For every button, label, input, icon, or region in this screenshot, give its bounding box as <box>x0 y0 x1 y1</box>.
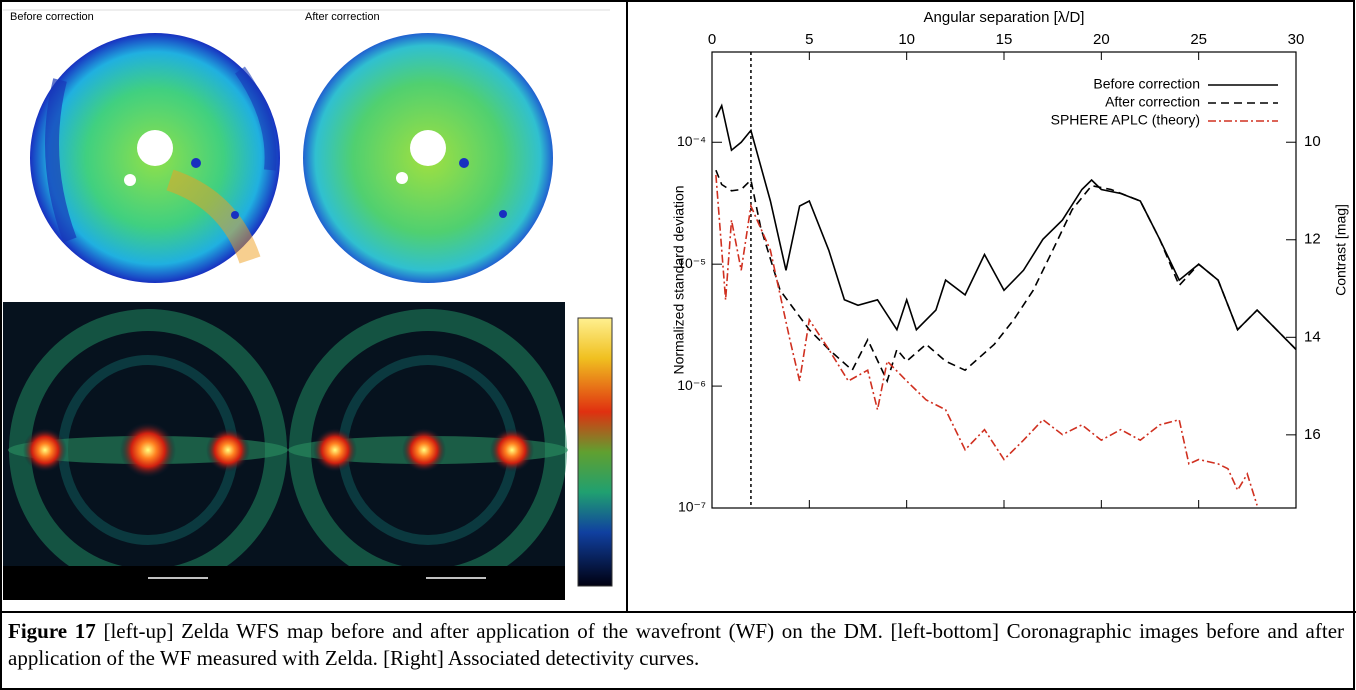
panel-label: Before correction <box>10 11 94 23</box>
series-line <box>715 103 1297 350</box>
caption-text: [left-up] Zelda WFS map before and after… <box>8 619 1345 670</box>
y2-axis-label: Contrast [mag] <box>1333 204 1349 296</box>
y-tick-label: 10⁻⁴ <box>677 133 706 149</box>
y2-tick-label: 12 <box>1304 231 1321 248</box>
caption: Figure 17 [left-up] Zelda WFS map before… <box>8 618 1344 672</box>
y-axis-label: Normalized standard deviation <box>671 185 687 374</box>
x-tick-label: 15 <box>996 31 1013 48</box>
y-tick-label: 10⁻⁶ <box>677 377 706 393</box>
caption-label: Figure 17 <box>8 619 96 643</box>
y-tick-label: 10⁻⁷ <box>678 499 706 515</box>
panel-label: After correction <box>305 11 380 23</box>
x-tick-label: 10 <box>898 31 915 48</box>
x-axis-label: Angular separation [λ/D] <box>924 9 1085 26</box>
coronagraphic-images <box>3 302 613 600</box>
x-tick-label: 0 <box>708 31 716 48</box>
x-tick-label: 25 <box>1190 31 1207 48</box>
wfs-maps: Before correction After correction <box>3 3 625 301</box>
y-tick-label: 10⁻⁵ <box>677 255 706 271</box>
x-tick-label: 20 <box>1093 31 1110 48</box>
y2-tick-label: 14 <box>1304 328 1321 345</box>
x-tick-label: 5 <box>805 31 813 48</box>
series-line <box>715 169 1297 384</box>
legend-label: After correction <box>1105 94 1200 110</box>
x-tick-label: 30 <box>1288 31 1305 48</box>
series-line <box>715 174 1258 506</box>
y2-tick-label: 16 <box>1304 426 1321 443</box>
chart: 0 5 10 15 20 25 30 10⁻⁷ 10⁻⁶ 10⁻⁵ 10⁻⁴ 10 12 14 16 Angu… <box>671 9 1349 515</box>
legend-label: SPHERE APLC (theory) <box>1051 112 1200 128</box>
y2-tick-label: 10 <box>1304 133 1321 150</box>
legend-label: Before correction <box>1093 76 1200 92</box>
